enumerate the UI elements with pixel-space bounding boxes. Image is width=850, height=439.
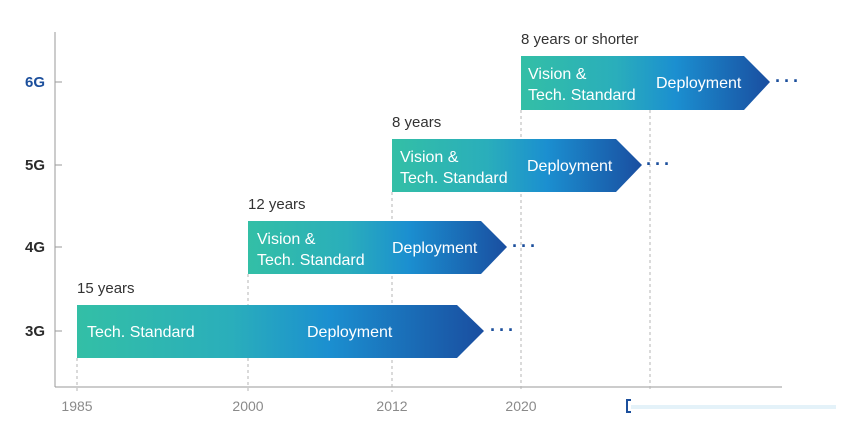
band-4g-deploy-label: Deployment	[392, 240, 478, 257]
x-tick-2012: 2012	[376, 398, 407, 414]
axis-end-fade	[631, 405, 836, 409]
generation-label-3g: 3G	[25, 323, 45, 340]
band-5g-phase-label-line2: Tech. Standard	[400, 170, 508, 187]
generation-label-4g: 4G	[25, 239, 45, 256]
band-4g-phase-label-line2: Tech. Standard	[257, 252, 365, 269]
band-6g-phase-label-line1: Vision &	[528, 66, 587, 83]
band-5g-deploy-label: Deployment	[527, 158, 613, 175]
band-4g	[248, 221, 507, 274]
band-6g-phase-label-line2: Tech. Standard	[528, 87, 636, 104]
x-tick-2000: 2000	[232, 398, 263, 414]
duration-label-6g: 8 years or shorter	[521, 31, 639, 48]
band-5g	[392, 139, 642, 192]
axis-end-marker	[626, 399, 631, 413]
band-3g	[77, 305, 484, 358]
generation-label-5g: 5G	[25, 157, 45, 174]
generation-label-6g: 6G	[25, 74, 45, 91]
band-3g-deploy-label: Deployment	[307, 324, 393, 341]
continuation-dots-3g: ···	[490, 320, 517, 340]
band-3g-phase-label: Tech. Standard	[87, 324, 195, 341]
band-6g-deploy-label: Deployment	[656, 75, 742, 92]
x-tick-2020: 2020	[505, 398, 536, 414]
x-tick-1985: 1985	[61, 398, 92, 414]
continuation-dots-4g: ···	[512, 236, 539, 256]
band-6g	[521, 56, 770, 110]
duration-label-5g: 8 years	[392, 114, 441, 131]
duration-label-3g: 15 years	[77, 280, 135, 297]
band-5g-phase-label-line1: Vision &	[400, 149, 459, 166]
duration-label-4g: 12 years	[248, 196, 306, 213]
band-4g-phase-label-line1: Vision &	[257, 231, 316, 248]
continuation-dots-6g: ···	[775, 71, 802, 91]
continuation-dots-5g: ···	[646, 154, 673, 174]
